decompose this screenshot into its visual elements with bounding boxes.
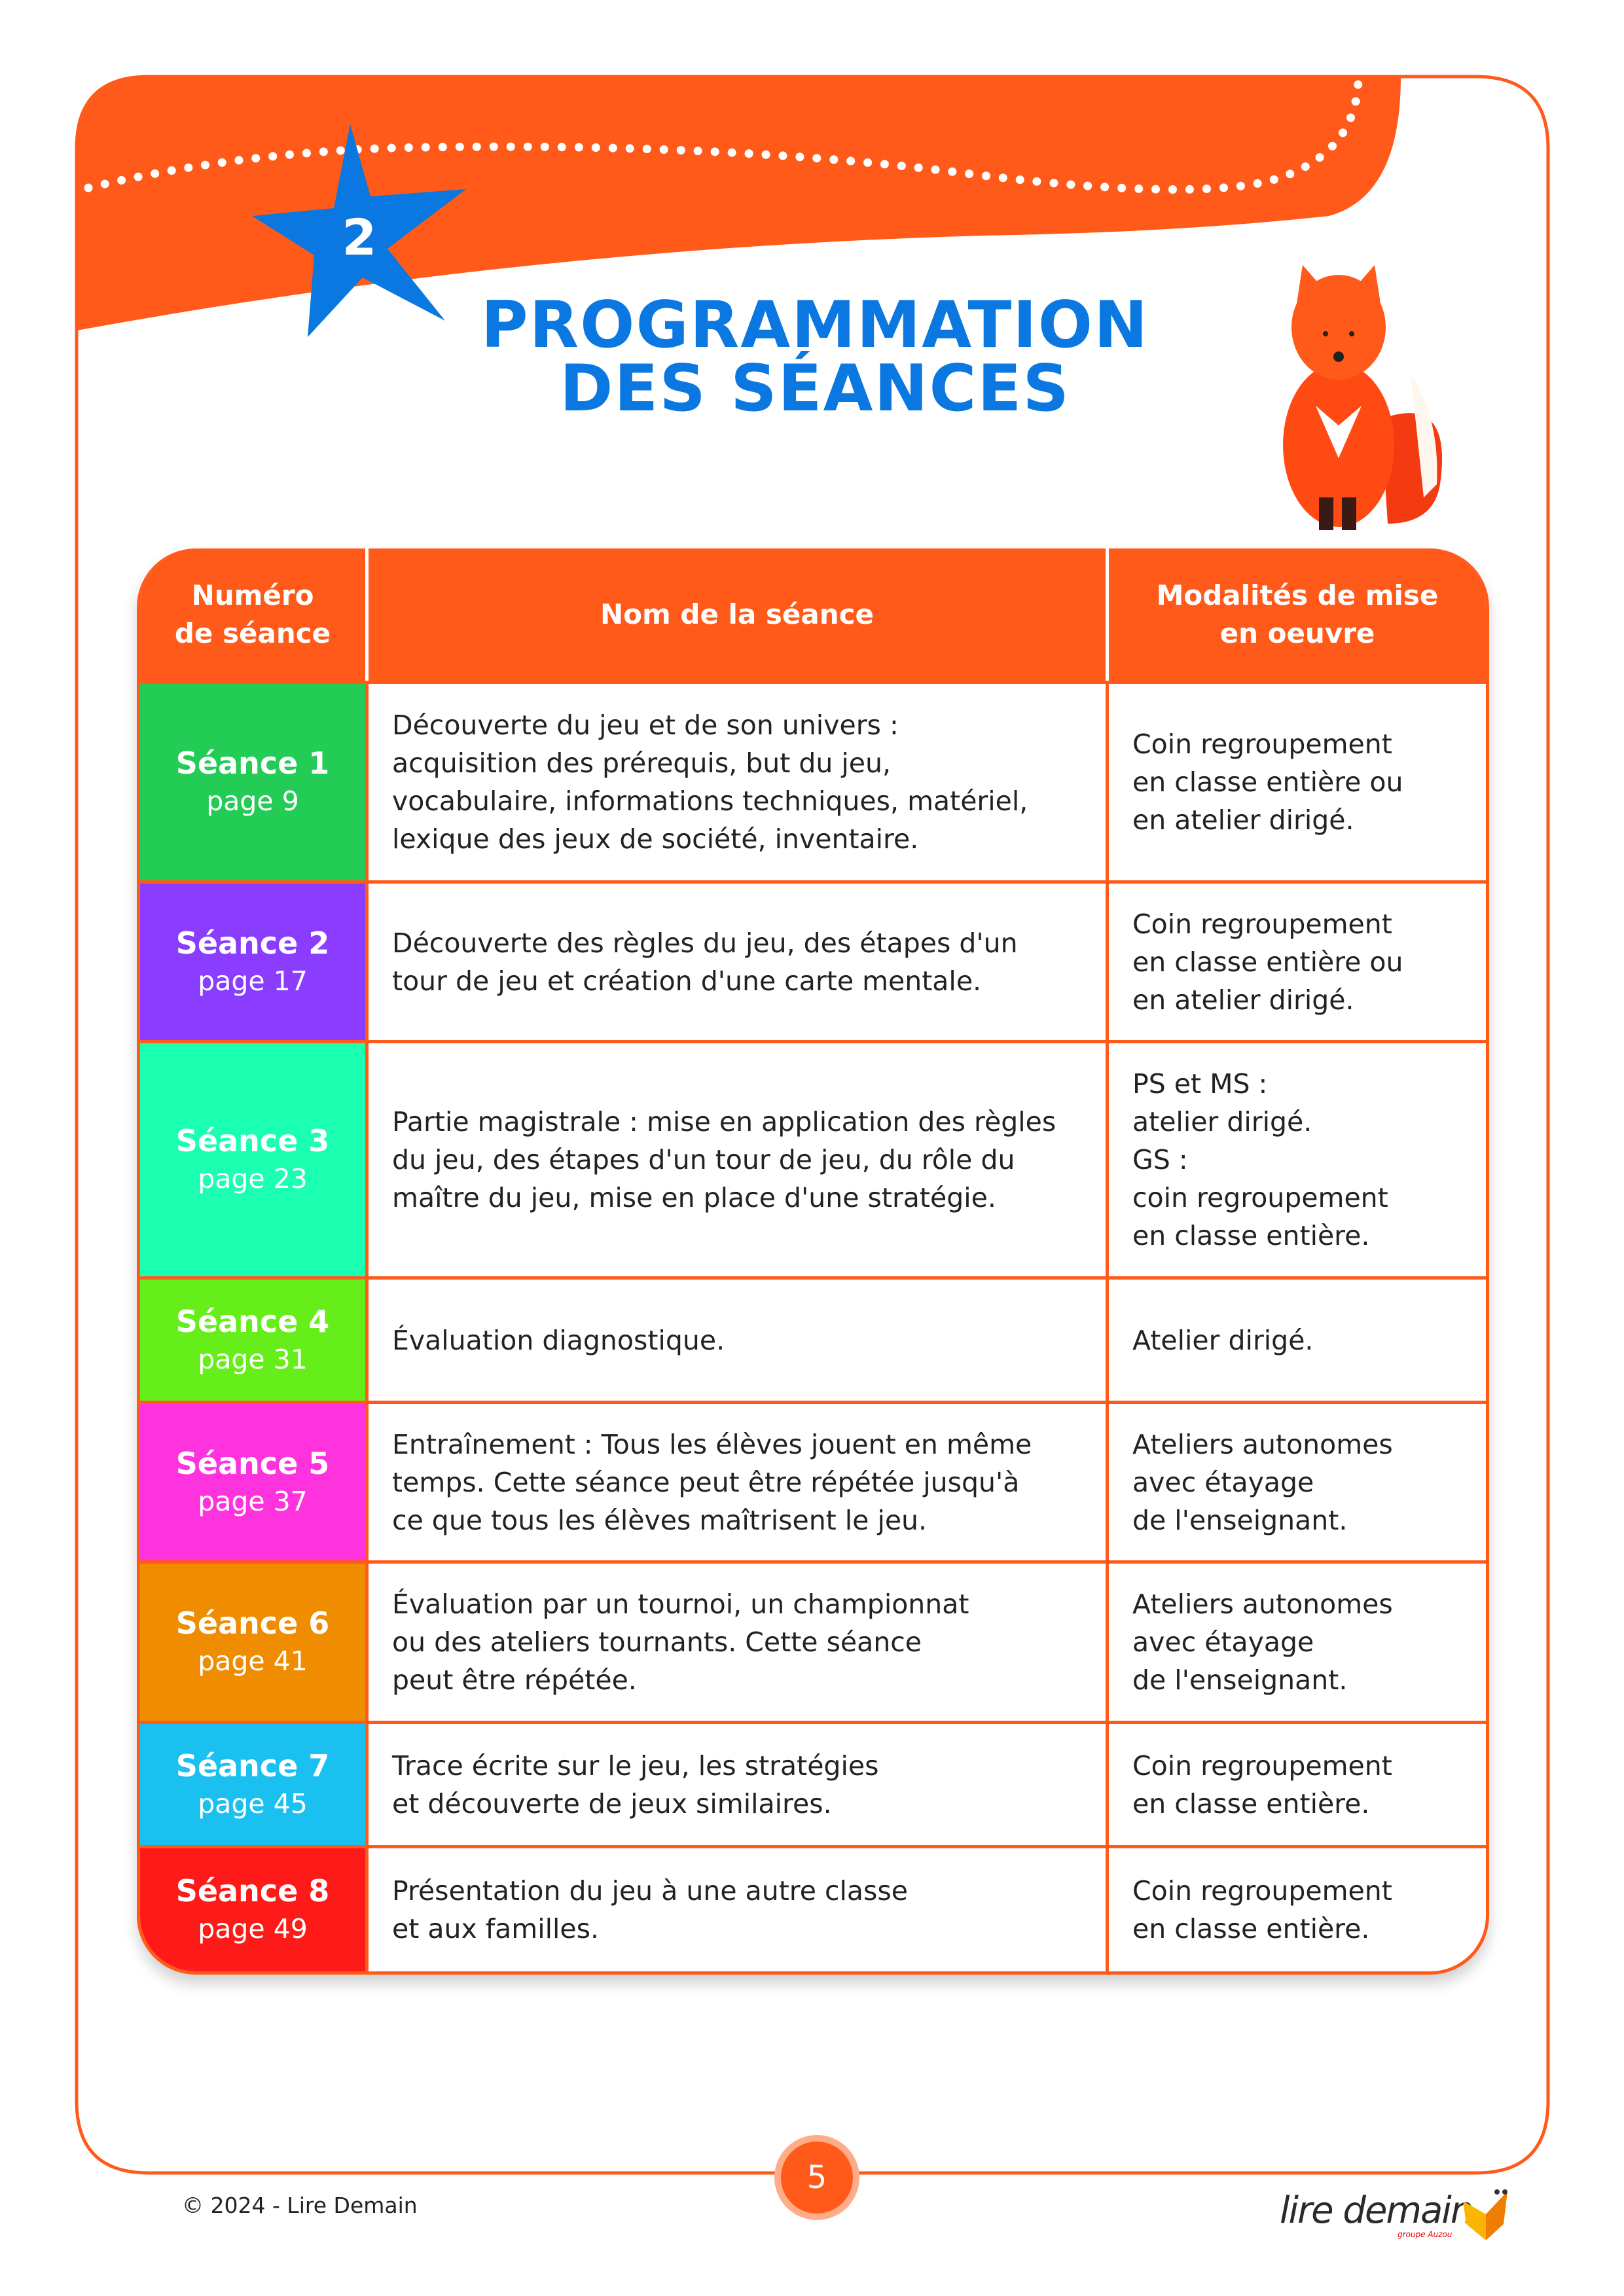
session-number-cell: Séance 7 page 45 [140, 1721, 365, 1845]
column-header-name: Nom de la séance [365, 548, 1106, 681]
session-modalities-cell: PS et MS : atelier dirigé. GS : coin regrou… [1106, 1040, 1486, 1276]
session-name-cell: Trace écrite sur le jeu, les stratégies e… [365, 1721, 1106, 1845]
session-modalities-cell: Coin regroupement en classe entière. [1106, 1845, 1486, 1971]
table-row: Séance 6 page 41 Évaluation par un tourno… [140, 1560, 1486, 1721]
session-modalities-cell: Atelier dirigé. [1106, 1276, 1486, 1401]
column-header-number: Numéro de séance [140, 548, 365, 681]
star-icon [252, 124, 466, 337]
session-number-cell: Séance 5 page 37 [140, 1401, 365, 1560]
session-name-cell: Partie magistrale : mise en application … [365, 1040, 1106, 1276]
session-modalities-cell: Ateliers autonomes avec étayage de l'ensei… [1106, 1401, 1486, 1560]
session-modalities-cell: Coin regroupement en classe entière ou en … [1106, 681, 1486, 880]
session-label: Séance 6 [175, 1605, 330, 1641]
column-header-modalities: Modalités de mise en oeuvre [1106, 548, 1486, 681]
table-row: Séance 1 page 9 Découverte du jeu et de s… [140, 681, 1486, 880]
session-label: Séance 5 [175, 1445, 330, 1481]
header-wave [77, 77, 1401, 331]
page-title-line2: DES SÉANCES [560, 351, 1070, 426]
session-label: Séance 3 [175, 1123, 330, 1158]
copyright: © 2024 - Lire Demain [182, 2193, 418, 2218]
session-label: Séance 8 [175, 1873, 330, 1909]
session-name-cell: Présentation du jeu à une autre classe et… [365, 1845, 1106, 1971]
session-number-cell: Séance 8 page 49 [140, 1845, 365, 1971]
session-number-cell: Séance 1 page 9 [140, 681, 365, 880]
table-row: Séance 5 page 37 Entraînement : Tous les … [140, 1401, 1486, 1560]
sessions-table: Numéro de séance Nom de la séance Modalit… [137, 548, 1489, 1975]
session-page: page 17 [198, 965, 308, 997]
table-row: Séance 3 page 23 Partie magistrale : mise… [140, 1040, 1486, 1276]
session-number-cell: Séance 2 page 17 [140, 880, 365, 1040]
session-label: Séance 4 [175, 1303, 330, 1339]
book-icon [1463, 2189, 1507, 2240]
session-modalities-cell: Coin regroupement en classe entière ou en … [1106, 880, 1486, 1040]
session-label: Séance 2 [175, 925, 330, 961]
table-header-row: Numéro de séance Nom de la séance Modalit… [140, 548, 1486, 681]
section-number: 2 [342, 208, 377, 266]
session-name-cell: Évaluation diagnostique. [365, 1276, 1106, 1401]
table-row: Séance 8 page 49 Présentation du jeu à un… [140, 1845, 1486, 1971]
page-number: 5 [774, 2135, 859, 2220]
session-number-cell: Séance 4 page 31 [140, 1276, 365, 1401]
session-modalities-cell: Ateliers autonomes avec étayage de l'ensei… [1106, 1560, 1486, 1721]
fox-illustration [1283, 265, 1443, 530]
session-page: page 9 [206, 785, 299, 817]
session-label: Séance 7 [175, 1748, 330, 1784]
table-row: Séance 4 page 31 Évaluation diagnostique.… [140, 1276, 1486, 1401]
session-modalities-cell: Coin regroupement en classe entière. [1106, 1721, 1486, 1845]
session-name-cell: Découverte du jeu et de son univers : acq… [365, 681, 1106, 880]
session-page: page 37 [198, 1485, 308, 1517]
session-page: page 31 [198, 1343, 308, 1375]
session-name-cell: Évaluation par un tournoi, un championna… [365, 1560, 1106, 1721]
session-page: page 45 [198, 1787, 308, 1820]
table-row: Séance 2 page 17 Découverte des règles du… [140, 880, 1486, 1040]
session-page: page 23 [198, 1163, 308, 1194]
session-page: page 41 [198, 1645, 308, 1677]
session-name-cell: Découverte des règles du jeu, des étapes… [365, 880, 1106, 1040]
session-name-cell: Entraînement : Tous les élèves jouent en… [365, 1401, 1106, 1560]
session-number-cell: Séance 3 page 23 [140, 1040, 365, 1276]
session-number-cell: Séance 6 page 41 [140, 1560, 365, 1721]
publisher-logo: lire demain groupe Auzou [1280, 2189, 1507, 2240]
table-row: Séance 7 page 45 Trace écrite sur le jeu,… [140, 1721, 1486, 1845]
page-title-line1: PROGRAMMATION [480, 288, 1149, 363]
session-page: page 49 [198, 1913, 308, 1945]
session-label: Séance 1 [175, 745, 330, 781]
